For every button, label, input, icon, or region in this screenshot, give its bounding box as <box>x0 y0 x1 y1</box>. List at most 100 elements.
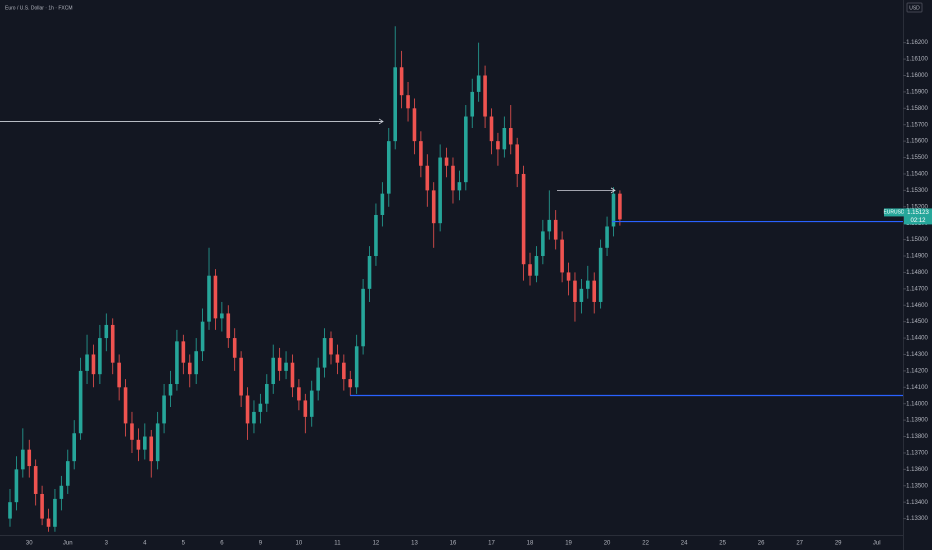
candle-body <box>46 518 51 527</box>
x-tick-label: 30 <box>26 541 33 547</box>
chart-title: Euro / U.S. Dollar · 1h · FXCM <box>5 5 73 11</box>
x-tick-label: 22 <box>642 541 649 547</box>
candle-body <box>611 193 616 227</box>
x-tick-label: 26 <box>758 541 765 547</box>
last-price-symbol: EURUSD <box>883 210 905 216</box>
candle-body <box>508 128 513 145</box>
y-tick-label: 1.15500 <box>906 155 928 161</box>
currency-box[interactable] <box>906 2 923 13</box>
candle-body <box>489 116 494 142</box>
y-tick-label: 1.16200 <box>906 40 928 46</box>
candle-body <box>194 351 198 375</box>
x-tick-label: 29 <box>835 541 842 547</box>
candle-body <box>252 411 256 424</box>
candle-body <box>541 231 545 257</box>
candle-body <box>175 341 179 385</box>
candle-body <box>181 341 186 363</box>
y-tick-label: 1.15000 <box>906 237 928 243</box>
candle-body <box>412 108 417 142</box>
candle-body <box>265 384 269 404</box>
candle-body <box>110 324 115 363</box>
y-tick-label: 1.14400 <box>906 336 928 342</box>
candle-body <box>335 354 340 363</box>
candle-body <box>8 502 12 519</box>
candle-body <box>104 324 109 339</box>
candle-body <box>168 384 173 396</box>
candle-body <box>444 157 449 166</box>
y-tick-label: 1.15200 <box>906 204 928 210</box>
candle-body <box>85 354 89 371</box>
candle-body <box>496 141 500 150</box>
candle-body <box>200 321 205 352</box>
candle-body <box>72 433 76 462</box>
candle-body <box>618 193 622 220</box>
candle-body <box>528 264 532 276</box>
candle-body <box>316 367 320 391</box>
candle-body <box>367 256 372 289</box>
candle-body <box>521 173 526 265</box>
y-tick-label: 1.14200 <box>906 368 928 374</box>
x-tick-label: 10 <box>296 541 303 547</box>
candle-body <box>220 313 224 319</box>
x-tick-label: 27 <box>796 541 803 547</box>
candle-body <box>14 469 19 503</box>
x-tick-label: 11 <box>334 541 341 547</box>
y-tick-label: 1.14900 <box>906 254 928 260</box>
candle-body <box>476 75 481 92</box>
candle-body <box>207 275 211 322</box>
y-tick-label: 1.15300 <box>906 188 928 194</box>
x-tick-label: 12 <box>373 541 380 547</box>
y-tick-label: 1.16000 <box>906 73 928 79</box>
y-tick-label: 1.15900 <box>906 89 928 95</box>
x-tick-label: 25 <box>719 541 726 547</box>
candle-body <box>91 354 96 375</box>
candle-body <box>21 449 25 470</box>
last-price-badge <box>904 208 932 225</box>
y-tick-label: 1.14600 <box>906 303 928 309</box>
candle-body <box>553 219 558 240</box>
candle-body <box>239 357 243 396</box>
x-tick-label: Jun <box>63 541 73 547</box>
candle-body <box>457 182 462 191</box>
candle-body <box>573 280 577 302</box>
candle-body <box>53 498 57 527</box>
x-tick-label: 4 <box>143 541 147 547</box>
candle-body <box>130 423 134 440</box>
candle-body <box>374 214 378 257</box>
x-tick-label: 9 <box>259 541 263 547</box>
y-tick-label: 1.13900 <box>906 418 928 424</box>
candle-body <box>245 395 250 424</box>
candle-body <box>354 346 359 388</box>
candle-body <box>605 226 609 248</box>
candle-body <box>431 190 436 224</box>
candle-body <box>393 67 397 142</box>
candle-body <box>566 272 571 281</box>
y-tick-label: 1.14700 <box>906 286 928 292</box>
candle-body <box>149 436 154 462</box>
candle-body <box>419 141 423 166</box>
currency[interactable]: USD <box>909 5 920 11</box>
x-tick-label: 19 <box>565 541 572 547</box>
y-tick-label: 1.15600 <box>906 139 928 145</box>
candle-body <box>592 280 597 302</box>
candle-body <box>155 423 160 462</box>
candle-body <box>98 338 102 375</box>
y-tick-label: 1.16100 <box>906 57 928 63</box>
candle-body <box>361 288 365 347</box>
candle-body <box>213 275 218 319</box>
candle-body <box>380 193 385 215</box>
y-tick-label: 1.13500 <box>906 483 928 489</box>
candle-body <box>297 387 301 401</box>
candle-body <box>470 91 475 117</box>
candle-body <box>329 338 333 355</box>
x-tick-label: 18 <box>527 541 534 547</box>
candle-body <box>65 461 70 486</box>
candle-body <box>78 370 83 434</box>
y-tick-label: 1.15800 <box>906 106 928 112</box>
candle-body <box>277 357 282 371</box>
y-tick-label: 1.13700 <box>906 451 928 457</box>
candle-body <box>406 95 410 109</box>
candle-body <box>579 288 584 302</box>
